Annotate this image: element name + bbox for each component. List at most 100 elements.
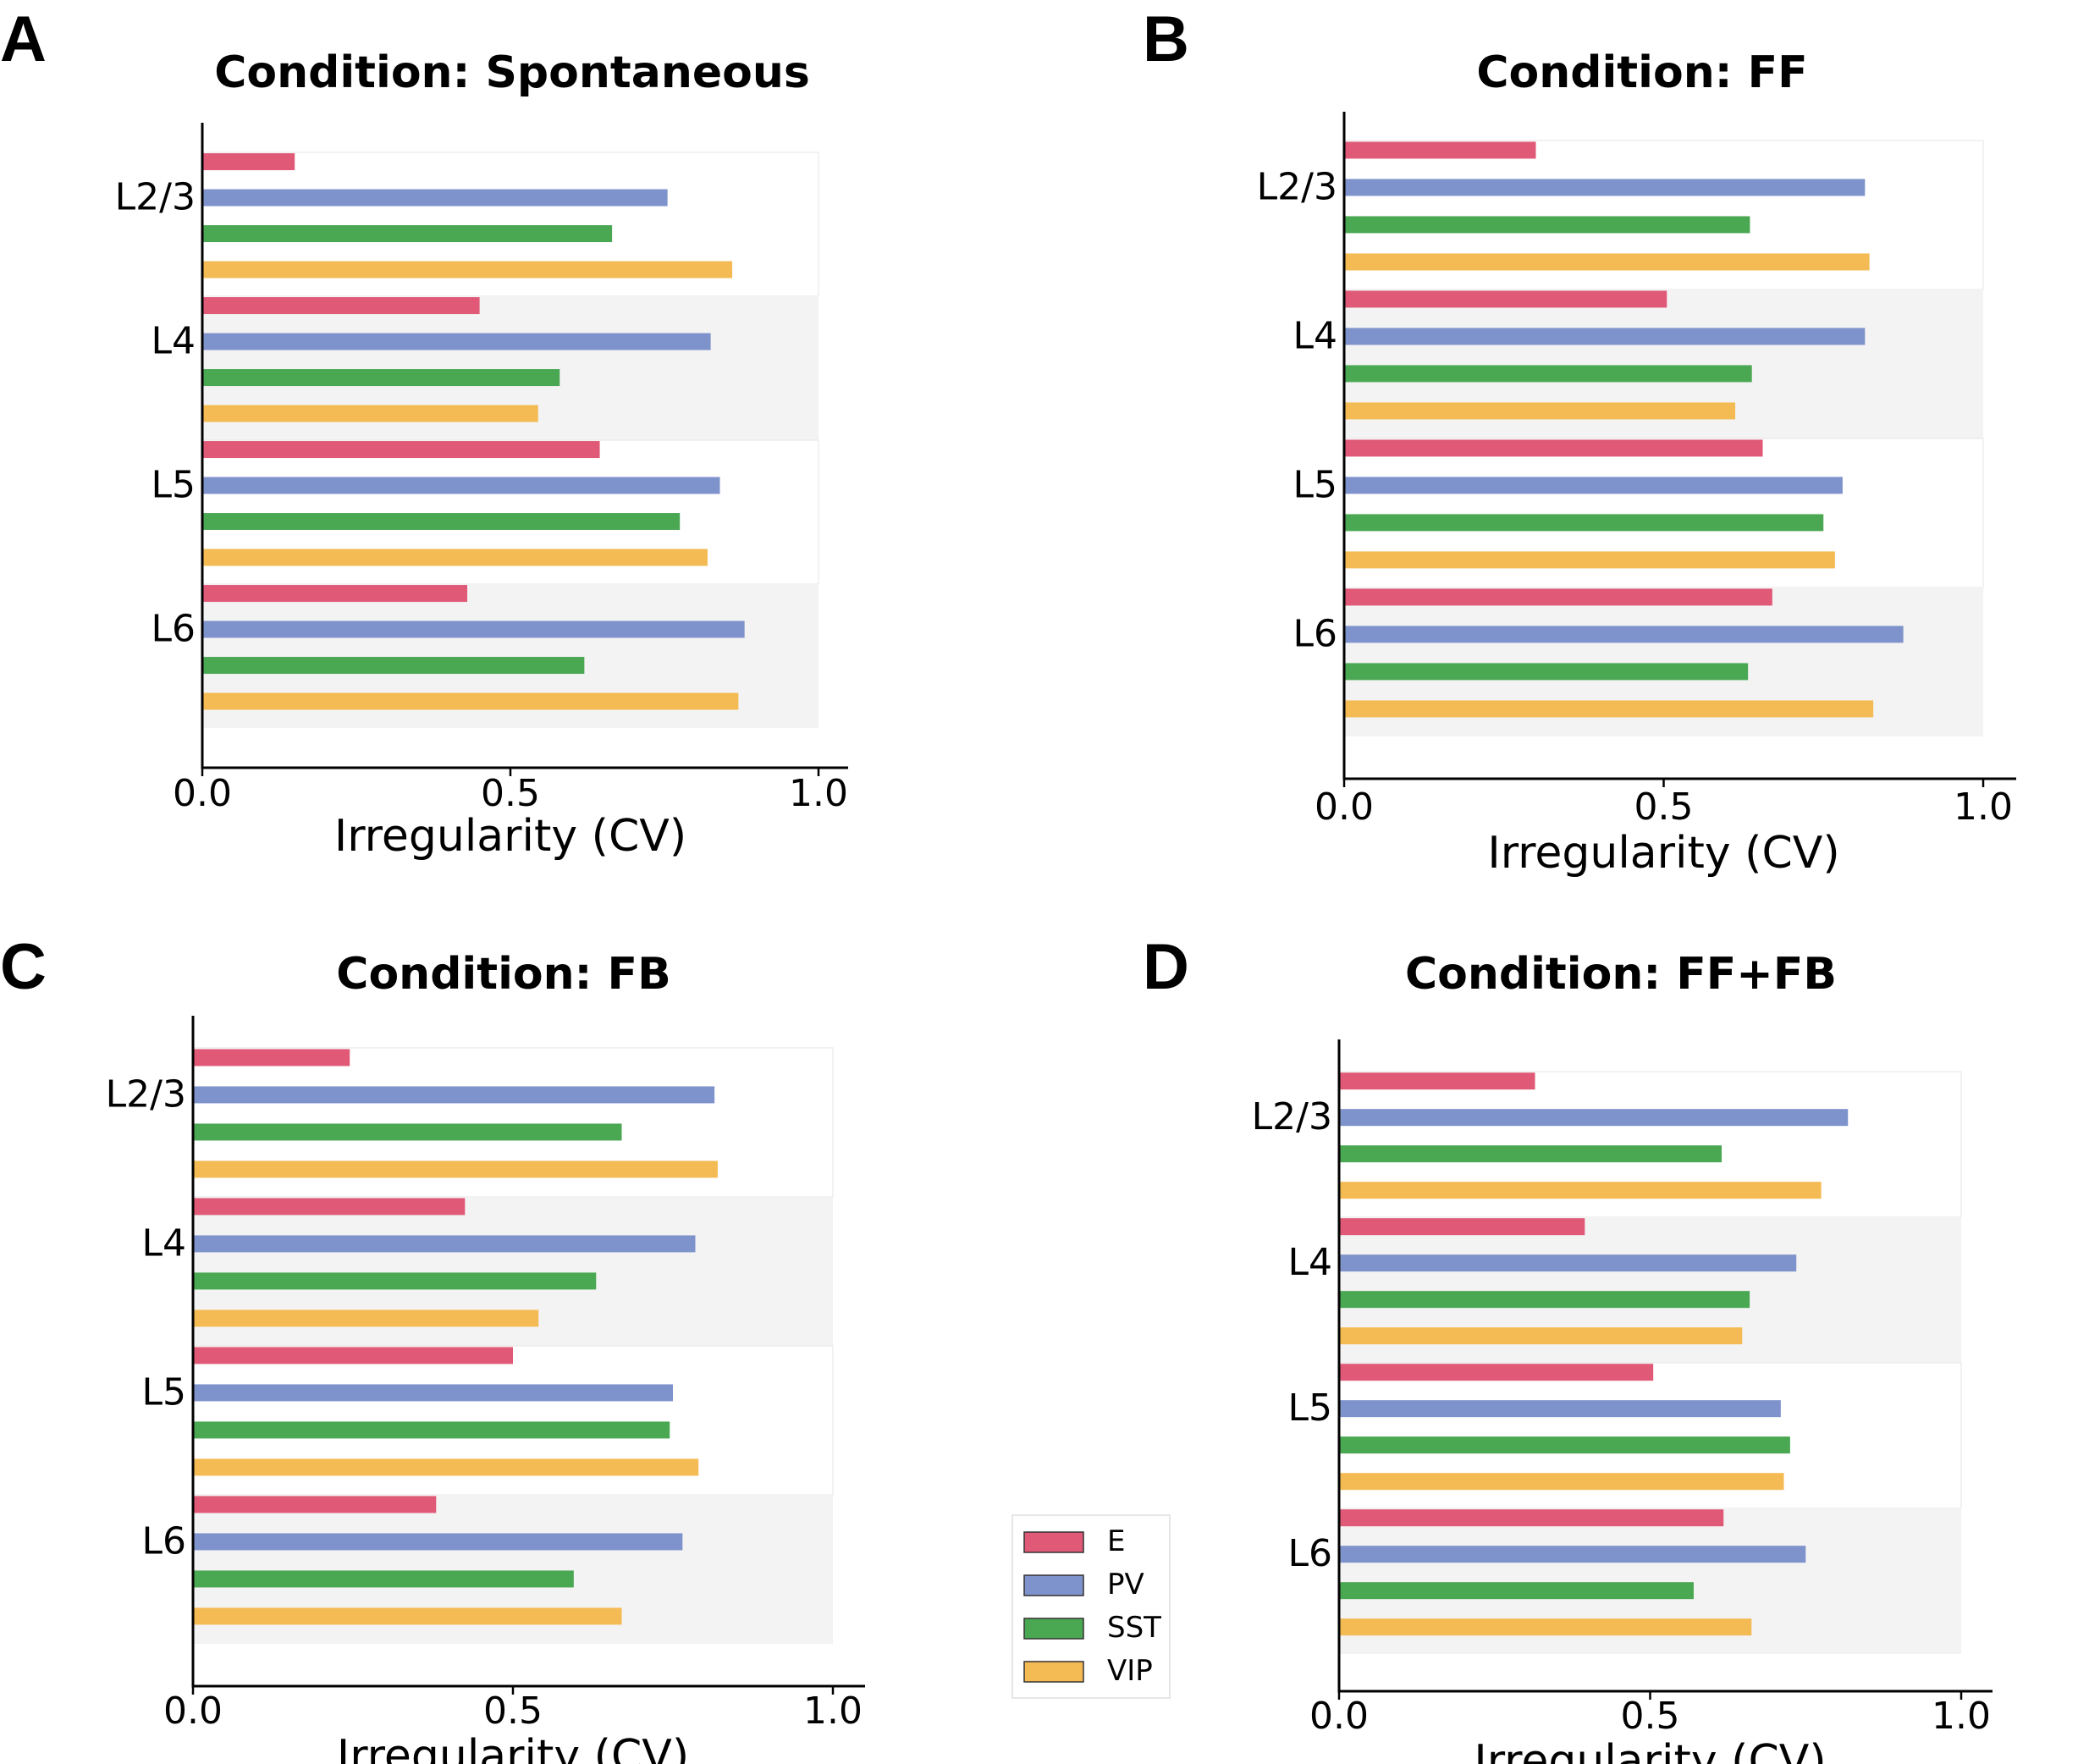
panel-d-category-label-0: L2/3 [1252,1095,1332,1138]
legend: E PV SST VIP [1011,1514,1171,1699]
panel-c-category-label-1: L4 [141,1221,186,1265]
panel-a-category-label-3: L6 [151,608,196,651]
panel-c-bar-e-2 [193,1347,513,1364]
panel-c-bar-sst-2 [193,1421,670,1439]
panel-b-xtick-label-0: 0.0 [1315,786,1374,829]
panel-a-bar-e-3 [202,585,468,603]
legend-label-pv: PV [1107,1568,1144,1601]
panel-c-bar-vip-3 [193,1607,622,1625]
panel-a-bar-e-0 [202,153,295,171]
panel-d-bar-e-1 [1339,1218,1585,1236]
panel-b-category-label-0: L2/3 [1257,165,1337,208]
panel-b-bar-e-1 [1344,290,1667,308]
panel-c-bar-sst-3 [193,1570,574,1588]
panel-c: C Condition: FB L2/3 L4 L5 L6 0.0 0.5 1.0 Irregul… [0,931,865,1764]
panel-a-title: Condition: Spontaneous [214,47,810,98]
panel-c-xtick-label-2: 1.0 [803,1690,863,1733]
panel-a-letter: A [0,3,47,75]
panel-c-letter: C [0,931,47,1003]
panel-b-bar-sst-1 [1344,365,1752,383]
panel-c-title: Condition: FB [336,949,670,1000]
panel-b-bar-pv-3 [1344,626,1904,643]
panel-b-bar-pv-0 [1344,179,1866,196]
panel-c-bar-pv-1 [193,1235,696,1253]
panel-d-bar-sst-1 [1339,1291,1750,1309]
legend-swatch-sst [1023,1618,1084,1640]
panel-b-bar-e-2 [1344,439,1763,457]
legend-swatch-e [1023,1531,1084,1553]
panel-a-bar-pv-1 [202,333,711,350]
panel-c-bar-vip-0 [193,1160,718,1178]
panel-b-xtick-label-2: 1.0 [1954,786,2013,829]
panel-d-category-label-1: L4 [1287,1241,1332,1284]
panel-d-bar-vip-2 [1339,1473,1784,1491]
panel-d-category-label-2: L5 [1287,1386,1332,1430]
panel-a: A Condition: Spontaneous L2/3 L4 L5 L6 0.0 0.5 1… [0,3,848,862]
panel-a-category-label-1: L4 [151,320,196,363]
panel-b-bar-sst-3 [1344,663,1749,681]
panel-b-title: Condition: FF [1476,47,1807,98]
panel-c-bar-pv-2 [193,1384,673,1402]
panel-b-letter: B [1143,3,1189,75]
legend-swatch-pv [1023,1574,1084,1596]
panel-a-bar-sst-1 [202,369,560,387]
panel-a-bar-vip-3 [202,692,739,710]
panel-c-xtick-label-1: 0.5 [483,1690,543,1733]
panel-b-bar-vip-3 [1344,700,1874,718]
panel-a-bar-e-2 [202,441,600,459]
panel-b-xlabel: Irregularity (CV) [1487,828,1839,879]
panel-b-category-label-2: L5 [1293,463,1337,506]
panel-d-bar-sst-0 [1339,1145,1722,1163]
panel-b-bar-pv-1 [1344,328,1866,345]
panel-a-bar-sst-0 [202,225,613,243]
panel-b-bar-vip-1 [1344,402,1736,420]
panel-d-bar-e-3 [1339,1509,1724,1527]
legend-label-vip: VIP [1107,1654,1153,1688]
panel-d-bar-sst-2 [1339,1436,1790,1454]
panel-a-bar-vip-2 [202,548,708,566]
panel-d-xtick-label-2: 1.0 [1932,1695,1991,1738]
panel-c-bar-e-3 [193,1496,437,1513]
panel-c-bar-vip-2 [193,1458,699,1476]
panel-b-bar-sst-0 [1344,216,1750,234]
panel-d-bar-e-2 [1339,1364,1654,1381]
legend-label-sst: SST [1107,1611,1161,1645]
panel-a-bar-pv-0 [202,189,668,207]
panel-a-bar-sst-3 [202,657,585,675]
panel-d: D Condition: FF+FB L2/3 L4 L5 L6 0.0 0.5 1.0 Irre… [1143,931,1993,1764]
panel-c-category-label-0: L2/3 [106,1072,186,1116]
panel-d-xtick-label-1: 0.5 [1621,1695,1680,1738]
panel-a-category-label-0: L2/3 [115,176,196,219]
panel-b-bar-sst-2 [1344,514,1824,532]
panel-d-bar-sst-3 [1339,1582,1694,1600]
panel-d-xlabel: Irregularity (CV) [1474,1736,1826,1764]
panel-d-bar-pv-3 [1339,1546,1806,1563]
panel-d-letter: D [1143,931,1189,1003]
legend-label-e: E [1107,1524,1125,1558]
panel-d-xtick-label-0: 0.0 [1309,1695,1369,1738]
panel-b-bar-e-3 [1344,588,1772,606]
panel-b: B Condition: FF L2/3 L4 L5 L6 0.0 0.5 1.0 Irregul… [1143,3,2016,879]
panel-a-category-label-2: L5 [151,464,196,507]
panel-c-bar-e-1 [193,1198,466,1216]
panel-b-bar-pv-2 [1344,477,1843,494]
panel-b-bar-vip-2 [1344,551,1835,569]
panel-a-bar-e-1 [202,297,480,315]
panel-a-xtick-label-0: 0.0 [173,772,232,815]
panel-d-bar-vip-3 [1339,1618,1752,1636]
panel-c-category-label-3: L6 [141,1519,186,1563]
panel-a-bar-vip-1 [202,405,538,422]
panel-c-bar-e-0 [193,1049,350,1067]
panel-a-bar-vip-0 [202,261,733,278]
panel-a-bar-pv-3 [202,620,745,638]
panel-a-bar-sst-2 [202,513,681,531]
panel-c-bar-pv-0 [193,1086,715,1104]
panel-b-xtick-label-1: 0.5 [1634,786,1694,829]
panel-c-xtick-label-0: 0.0 [163,1690,223,1733]
panel-b-bar-e-0 [1344,141,1536,159]
panel-a-xtick-label-2: 1.0 [789,772,848,815]
panel-d-category-label-3: L6 [1287,1532,1332,1575]
panel-d-bar-pv-2 [1339,1400,1781,1418]
panel-b-category-label-1: L4 [1293,314,1337,357]
panel-d-bar-pv-0 [1339,1109,1849,1127]
